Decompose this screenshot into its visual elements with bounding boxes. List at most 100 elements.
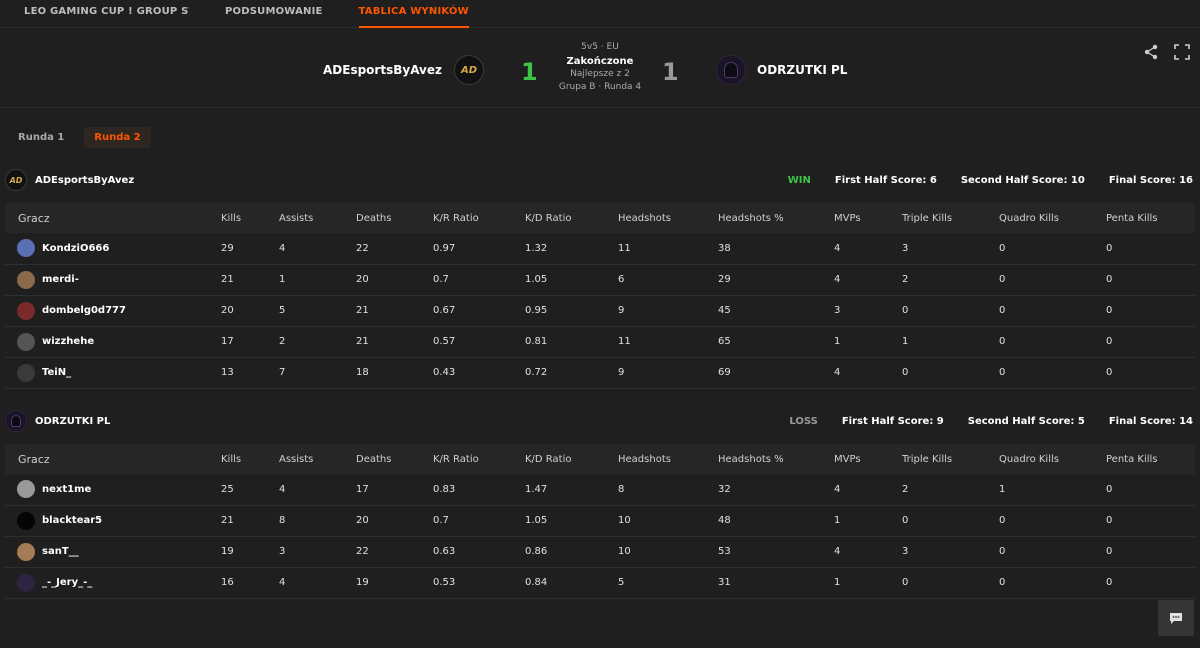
final-score: Final Score: 16 <box>1108 174 1193 186</box>
round-2-button[interactable]: Runda 2 <box>84 127 151 148</box>
team-left-name[interactable]: ADEsportsByAvez <box>323 63 442 77</box>
stat-cell: 0 <box>1106 295 1195 327</box>
stat-cell: 3 <box>279 536 356 568</box>
stat-cell: 0.97 <box>433 233 525 265</box>
stat-cell: 0 <box>999 295 1106 327</box>
player-cell: sanT__ <box>5 536 221 568</box>
stat-cell: 21 <box>356 295 433 327</box>
stat-cell: 0 <box>999 357 1106 389</box>
stat-cell: 53 <box>718 536 834 568</box>
avatar[interactable] <box>17 363 35 382</box>
avatar[interactable] <box>17 542 35 561</box>
stats-table: Gracz Kills Assists Deaths K/R Ratio K/D Rati… <box>5 444 1195 599</box>
avatar[interactable] <box>17 511 35 530</box>
team-logo <box>5 410 27 432</box>
stat-cell: 1 <box>834 505 902 537</box>
avatar[interactable] <box>17 301 35 320</box>
avatar[interactable] <box>17 480 35 499</box>
stat-cell: 29 <box>718 264 834 296</box>
team-left-logo[interactable]: AD <box>454 55 484 85</box>
round-1-button[interactable]: Runda 1 <box>18 132 65 143</box>
stat-cell: 0.72 <box>525 357 618 389</box>
chat-button[interactable] <box>1158 600 1194 636</box>
first-half-score: First Half Score: 9 <box>841 415 944 427</box>
stat-cell: 69 <box>718 357 834 389</box>
team-right-name[interactable]: ODRZUTKI PL <box>757 63 848 77</box>
column-header: K/D Ratio <box>525 444 618 474</box>
stat-cell: 6 <box>618 264 718 296</box>
stat-cell: 0 <box>1106 536 1195 568</box>
player-name[interactable]: sanT__ <box>42 546 79 557</box>
player-cell: KondziO666 <box>5 233 221 265</box>
stat-cell: 1 <box>999 474 1106 506</box>
tab-summary[interactable]: PODSUMOWANIE <box>225 6 323 17</box>
player-name[interactable]: wizzhehe <box>42 336 95 347</box>
stat-cell: 0.84 <box>525 567 618 599</box>
stat-cell: 17 <box>356 474 433 506</box>
tab-scoreboard[interactable]: TABLICA WYNIKÓW <box>358 0 469 28</box>
team-right-logo[interactable] <box>716 55 746 85</box>
final-score: Final Score: 14 <box>1108 415 1193 427</box>
stats-table: Gracz Kills Assists Deaths K/R Ratio K/D Rati… <box>5 203 1195 389</box>
team-name: ODRZUTKI PL <box>35 415 111 427</box>
avatar[interactable] <box>17 270 35 289</box>
stat-cell: 0.83 <box>433 474 525 506</box>
player-name[interactable]: dombelg0d777 <box>42 305 126 316</box>
team-scores: LOSS First Half Score: 9 Second Half Sco… <box>789 416 1193 427</box>
table-row: next1me 25 4 17 0.83 1.47 8 32 4 2 1 0 <box>5 474 1195 506</box>
match-group: Grupa B · Runda 4 <box>558 82 642 92</box>
stat-cell: 9 <box>618 357 718 389</box>
share-icon[interactable] <box>1143 44 1159 60</box>
stat-cell: 4 <box>834 357 902 389</box>
stat-cell: 8 <box>279 505 356 537</box>
stat-cell: 0 <box>1106 505 1195 537</box>
top-nav: LEO GAMING CUP ! GROUP STA... PODSUMOWAN… <box>0 0 1200 28</box>
fullscreen-icon[interactable] <box>1174 44 1190 60</box>
stat-cell: 1.32 <box>525 233 618 265</box>
avatar[interactable] <box>17 239 35 258</box>
team-scores: WIN First Half Score: 6 Second Half Scor… <box>788 175 1193 186</box>
stat-cell: 21 <box>356 326 433 358</box>
stat-cell: 0 <box>902 357 999 389</box>
stat-cell: 21 <box>221 264 279 296</box>
stat-cell: 2 <box>279 326 356 358</box>
team-header: AD ADEsportsByAvez WIN First Half Score:… <box>5 167 1195 193</box>
avatar[interactable] <box>17 573 35 592</box>
player-name[interactable]: blacktear5 <box>42 515 103 526</box>
column-header: Deaths <box>356 203 433 233</box>
stat-cell: 17 <box>221 326 279 358</box>
stat-cell: 0 <box>1106 357 1195 389</box>
avatar[interactable] <box>17 332 35 351</box>
stat-cell: 48 <box>718 505 834 537</box>
stat-cell: 11 <box>618 326 718 358</box>
tab-tournament[interactable]: LEO GAMING CUP ! GROUP STA... <box>24 6 189 17</box>
player-cell: wizzhehe <box>5 326 221 358</box>
stat-cell: 1.47 <box>525 474 618 506</box>
player-cell: merdi- <box>5 264 221 296</box>
match-mode: 5v5 · EU <box>581 42 619 52</box>
column-header: K/R Ratio <box>433 444 525 474</box>
match-info: 5v5 · EU Zakończone Najlepsze z 2 Grupa … <box>540 42 660 92</box>
column-header: Headshots <box>618 203 718 233</box>
stat-cell: 18 <box>356 357 433 389</box>
stat-cell: 0 <box>1106 264 1195 296</box>
player-name[interactable]: _-_Jery_-_ <box>42 577 93 588</box>
stat-cell: 5 <box>618 567 718 599</box>
team-logo-text: AD <box>9 175 23 185</box>
player-cell: blacktear5 <box>5 505 221 537</box>
player-name[interactable]: KondziO666 <box>42 242 110 254</box>
player-cell: next1me <box>5 474 221 506</box>
player-name[interactable]: next1me <box>42 483 92 495</box>
stat-cell: 4 <box>279 474 356 506</box>
column-header: Quadro Kills <box>999 444 1106 474</box>
stat-cell: 0 <box>999 264 1106 296</box>
column-header: Triple Kills <box>902 203 999 233</box>
stat-cell: 19 <box>356 567 433 599</box>
column-header: Headshots % <box>718 444 834 474</box>
player-name[interactable]: TeiN_ <box>42 367 72 378</box>
column-header: MVPs <box>834 203 902 233</box>
player-name[interactable]: merdi- <box>42 274 79 285</box>
hood-icon <box>724 62 738 78</box>
stat-cell: 45 <box>718 295 834 327</box>
stat-cell: 0 <box>902 295 999 327</box>
